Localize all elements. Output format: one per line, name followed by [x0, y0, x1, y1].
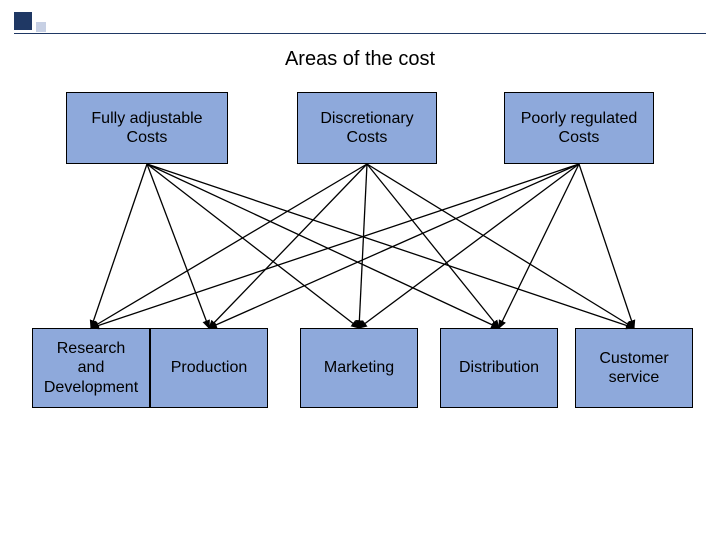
top-box-label: Fully adjustableCosts [91, 109, 202, 147]
bottom-box-label: ResearchandDevelopment [44, 339, 138, 397]
bottom-box-label: Distribution [459, 358, 539, 377]
diagram-title: Areas of the cost [0, 48, 720, 71]
corner-square-light [36, 22, 46, 32]
top-box-label: Poorly regulatedCosts [521, 109, 638, 147]
bottom-box-label: Marketing [324, 358, 394, 377]
top-box-discretionary: DiscretionaryCosts [297, 92, 437, 164]
header-divider [14, 33, 706, 34]
bottom-box-research: ResearchandDevelopment [32, 328, 150, 408]
bottom-box-marketing: Marketing [300, 328, 418, 408]
top-box-poorly-regulated: Poorly regulatedCosts [504, 92, 654, 164]
connection-lines [0, 0, 720, 540]
slide-root: Areas of the cost Fully adjustableCosts … [0, 0, 720, 540]
top-box-label: DiscretionaryCosts [320, 109, 413, 147]
bottom-box-label: Customerservice [599, 349, 668, 387]
bottom-box-customer-service: Customerservice [575, 328, 693, 408]
bottom-box-distribution: Distribution [440, 328, 558, 408]
bottom-box-production: Production [150, 328, 268, 408]
bottom-box-label: Production [171, 358, 248, 377]
top-box-fully-adjustable: Fully adjustableCosts [66, 92, 228, 164]
corner-square-dark [14, 12, 32, 30]
